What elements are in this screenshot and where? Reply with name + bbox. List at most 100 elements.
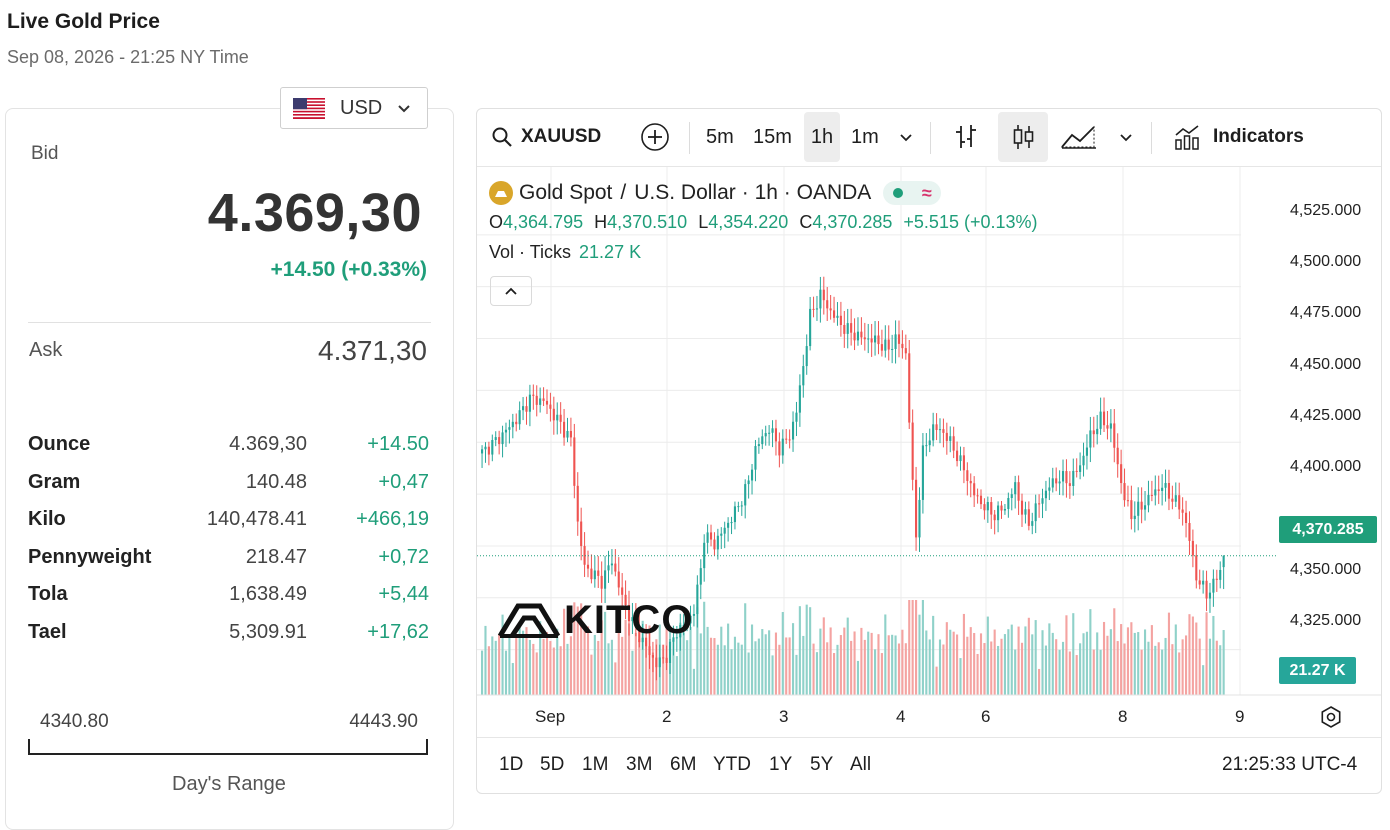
y-axis-label: 4,450.000: [1290, 356, 1362, 373]
interval-15m[interactable]: 15m: [753, 125, 792, 148]
ask-label: Ask: [29, 339, 63, 361]
delayed-data-icon: ≈: [921, 182, 932, 203]
candle-body: [836, 315, 839, 318]
volume-bar: [1034, 620, 1037, 695]
volume-bar: [545, 632, 549, 695]
chevron-down-icon: [1120, 134, 1132, 142]
volume-bar: [1024, 626, 1027, 695]
volume-bar: [990, 641, 993, 695]
market-status-pill[interactable]: ≈: [883, 181, 942, 205]
volume-bar: [518, 624, 521, 695]
compare-button[interactable]: [640, 112, 670, 162]
chart-type-dropdown[interactable]: [1118, 112, 1134, 162]
volume-bar: [1198, 638, 1201, 695]
area-chart-type-button[interactable]: [1060, 112, 1098, 162]
volume-bar: [645, 640, 648, 695]
candle-body: [969, 480, 972, 484]
candle-body: [802, 366, 805, 386]
candle-body: [1191, 540, 1194, 556]
y-axis-label: 4,425.000: [1290, 407, 1362, 424]
area-chart-icon: [1060, 125, 1096, 149]
candle-body: [997, 505, 1000, 521]
last-price-badge: 4,370.285: [1279, 516, 1377, 543]
volume-bar: [1109, 629, 1112, 695]
volume-bar: [932, 615, 935, 695]
volume-bar: [692, 668, 695, 695]
volume-bar: [716, 644, 719, 695]
range-ytd[interactable]: YTD: [713, 754, 751, 775]
volume-bar: [1106, 635, 1109, 695]
volume-bar: [973, 632, 976, 695]
volume-bar: [860, 627, 863, 695]
volume-bar: [549, 641, 552, 695]
candle-body: [962, 455, 965, 471]
range-5y[interactable]: 5Y: [810, 754, 834, 775]
candle-body: [515, 421, 518, 425]
candle-body: [785, 438, 788, 440]
symbol-search[interactable]: XAUUSD: [490, 112, 601, 162]
volume-bar: [1082, 633, 1085, 695]
candle-body: [1157, 489, 1160, 491]
volume-bar: [1123, 643, 1126, 695]
candle-body: [979, 495, 983, 505]
volume-label: Vol · Ticks: [489, 242, 572, 262]
volume-bar: [487, 646, 490, 695]
candle-body: [1106, 425, 1109, 429]
candle-body: [932, 424, 935, 441]
volume-bar: [631, 650, 634, 695]
candle-body: [1096, 428, 1099, 435]
range-1y[interactable]: 1Y: [769, 754, 793, 775]
volume-bar: [672, 639, 675, 695]
volume-bar: [928, 639, 931, 695]
volume-bar: [1089, 609, 1092, 695]
volume-value: 21.27 K: [579, 242, 642, 262]
interval-dropdown[interactable]: [898, 112, 914, 162]
volume-bar: [966, 636, 969, 695]
candle-body: [754, 446, 757, 470]
toolbar-divider: [689, 122, 690, 154]
x-axis-label: 9: [1235, 707, 1245, 726]
candles-chart-type-button[interactable]: [998, 112, 1048, 162]
candle-body: [648, 646, 651, 656]
interval-1h[interactable]: 1h: [804, 112, 840, 162]
range-1d[interactable]: 1D: [499, 754, 524, 775]
candle-body: [1092, 430, 1095, 435]
interval-1m[interactable]: 1m: [851, 125, 879, 148]
candle-body: [545, 400, 549, 405]
range-6m[interactable]: 6M: [670, 754, 697, 775]
range-all[interactable]: All: [850, 754, 872, 775]
price-chart[interactable]: [477, 167, 1381, 737]
candle-body: [641, 637, 644, 643]
indicators-button[interactable]: Indicators: [1173, 112, 1304, 162]
volume-bar: [788, 637, 791, 695]
bid-label: Bid: [31, 143, 59, 164]
volume-bar: [1171, 644, 1174, 695]
candle-body: [1014, 482, 1017, 495]
volume-bar: [720, 626, 723, 695]
bar-chart-type-button[interactable]: [953, 112, 979, 162]
candle-body: [990, 502, 993, 515]
settings-gear-icon[interactable]: [1319, 705, 1343, 729]
toolbar-divider: [1151, 122, 1152, 154]
volume-bar: [894, 635, 897, 695]
volume-bar: [785, 637, 788, 695]
collapse-legend-button[interactable]: [490, 276, 532, 306]
candle-body: [518, 410, 521, 425]
volume-bar: [1208, 638, 1212, 695]
volume-bar: [853, 631, 856, 695]
unit-change: +17,62: [367, 621, 429, 643]
interval-5m[interactable]: 5m: [706, 125, 734, 148]
volume-bar: [481, 650, 484, 695]
range-5d[interactable]: 5D: [540, 754, 565, 775]
candle-body: [1065, 471, 1068, 484]
range-3m[interactable]: 3M: [626, 754, 653, 775]
candle-body: [1219, 569, 1222, 580]
currency-select[interactable]: USD: [280, 87, 428, 129]
candle-body: [1017, 482, 1020, 501]
candle-body: [925, 445, 928, 447]
volume-bar: [822, 617, 825, 695]
candle-body: [733, 506, 737, 523]
symbol-label: XAUUSD: [521, 126, 602, 147]
range-1m[interactable]: 1M: [582, 754, 609, 775]
candle-body: [563, 421, 566, 438]
